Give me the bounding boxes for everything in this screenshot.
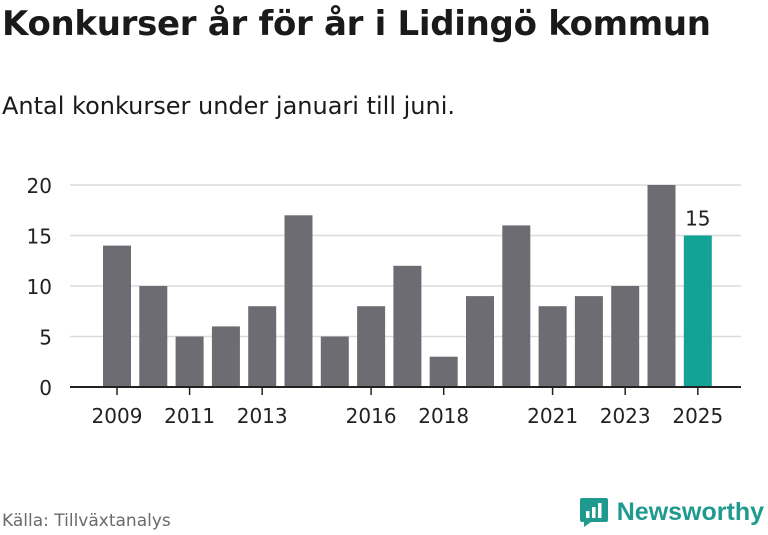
bar-2015: [320, 336, 349, 387]
y-tick-label: 10: [27, 275, 52, 299]
x-tick-label: 2023: [600, 404, 651, 428]
newsworthy-icon: [579, 498, 608, 527]
x-tick-label: 2025: [672, 404, 723, 428]
x-tick-label: 2021: [527, 404, 578, 428]
bar-2011: [175, 336, 204, 387]
chart-title: Konkurser år för år i Lidingö kommun: [2, 4, 711, 44]
bar-2010: [139, 286, 168, 387]
chart-subtitle: Antal konkurser under januari till juni.: [2, 92, 455, 120]
x-tick-label: 2013: [237, 404, 288, 428]
bar-2021: [538, 306, 567, 387]
y-tick-label: 15: [27, 225, 52, 249]
newsworthy-logo[interactable]: Newsworthy: [579, 496, 764, 528]
bar-2017: [393, 265, 422, 387]
bar-2009: [103, 245, 131, 387]
bar-2018: [429, 356, 458, 387]
y-axis-ticks: 0 5 10 15 20: [27, 174, 52, 400]
bar-2013: [248, 306, 277, 387]
x-tick-label: 2011: [164, 404, 215, 428]
bar-2020: [502, 225, 531, 387]
bars: [103, 185, 712, 387]
bar-2025: [683, 235, 712, 387]
source-note: Källa: Tillväxtanalys: [2, 511, 171, 531]
y-tick-label: 20: [27, 174, 52, 198]
bar-2014: [284, 215, 313, 387]
x-axis-ticks: 2009 2011 2013 2016 2018 2021 2023 2025: [92, 387, 723, 428]
bar-2016: [357, 306, 386, 387]
bar-2023: [611, 286, 640, 387]
x-tick-label: 2009: [92, 404, 143, 428]
data-label-2025: 15: [685, 207, 710, 231]
y-tick-label: 0: [39, 376, 52, 400]
bar-2022: [574, 296, 603, 387]
y-tick-label: 5: [39, 326, 52, 350]
data-labels: 15: [685, 207, 710, 231]
bar-2024: [647, 185, 676, 387]
x-tick-label: 2016: [346, 404, 397, 428]
bar-2019: [466, 296, 494, 387]
bar-2012: [211, 326, 240, 387]
x-tick-label: 2018: [418, 404, 469, 428]
brand-name: Newsworthy: [616, 497, 764, 526]
